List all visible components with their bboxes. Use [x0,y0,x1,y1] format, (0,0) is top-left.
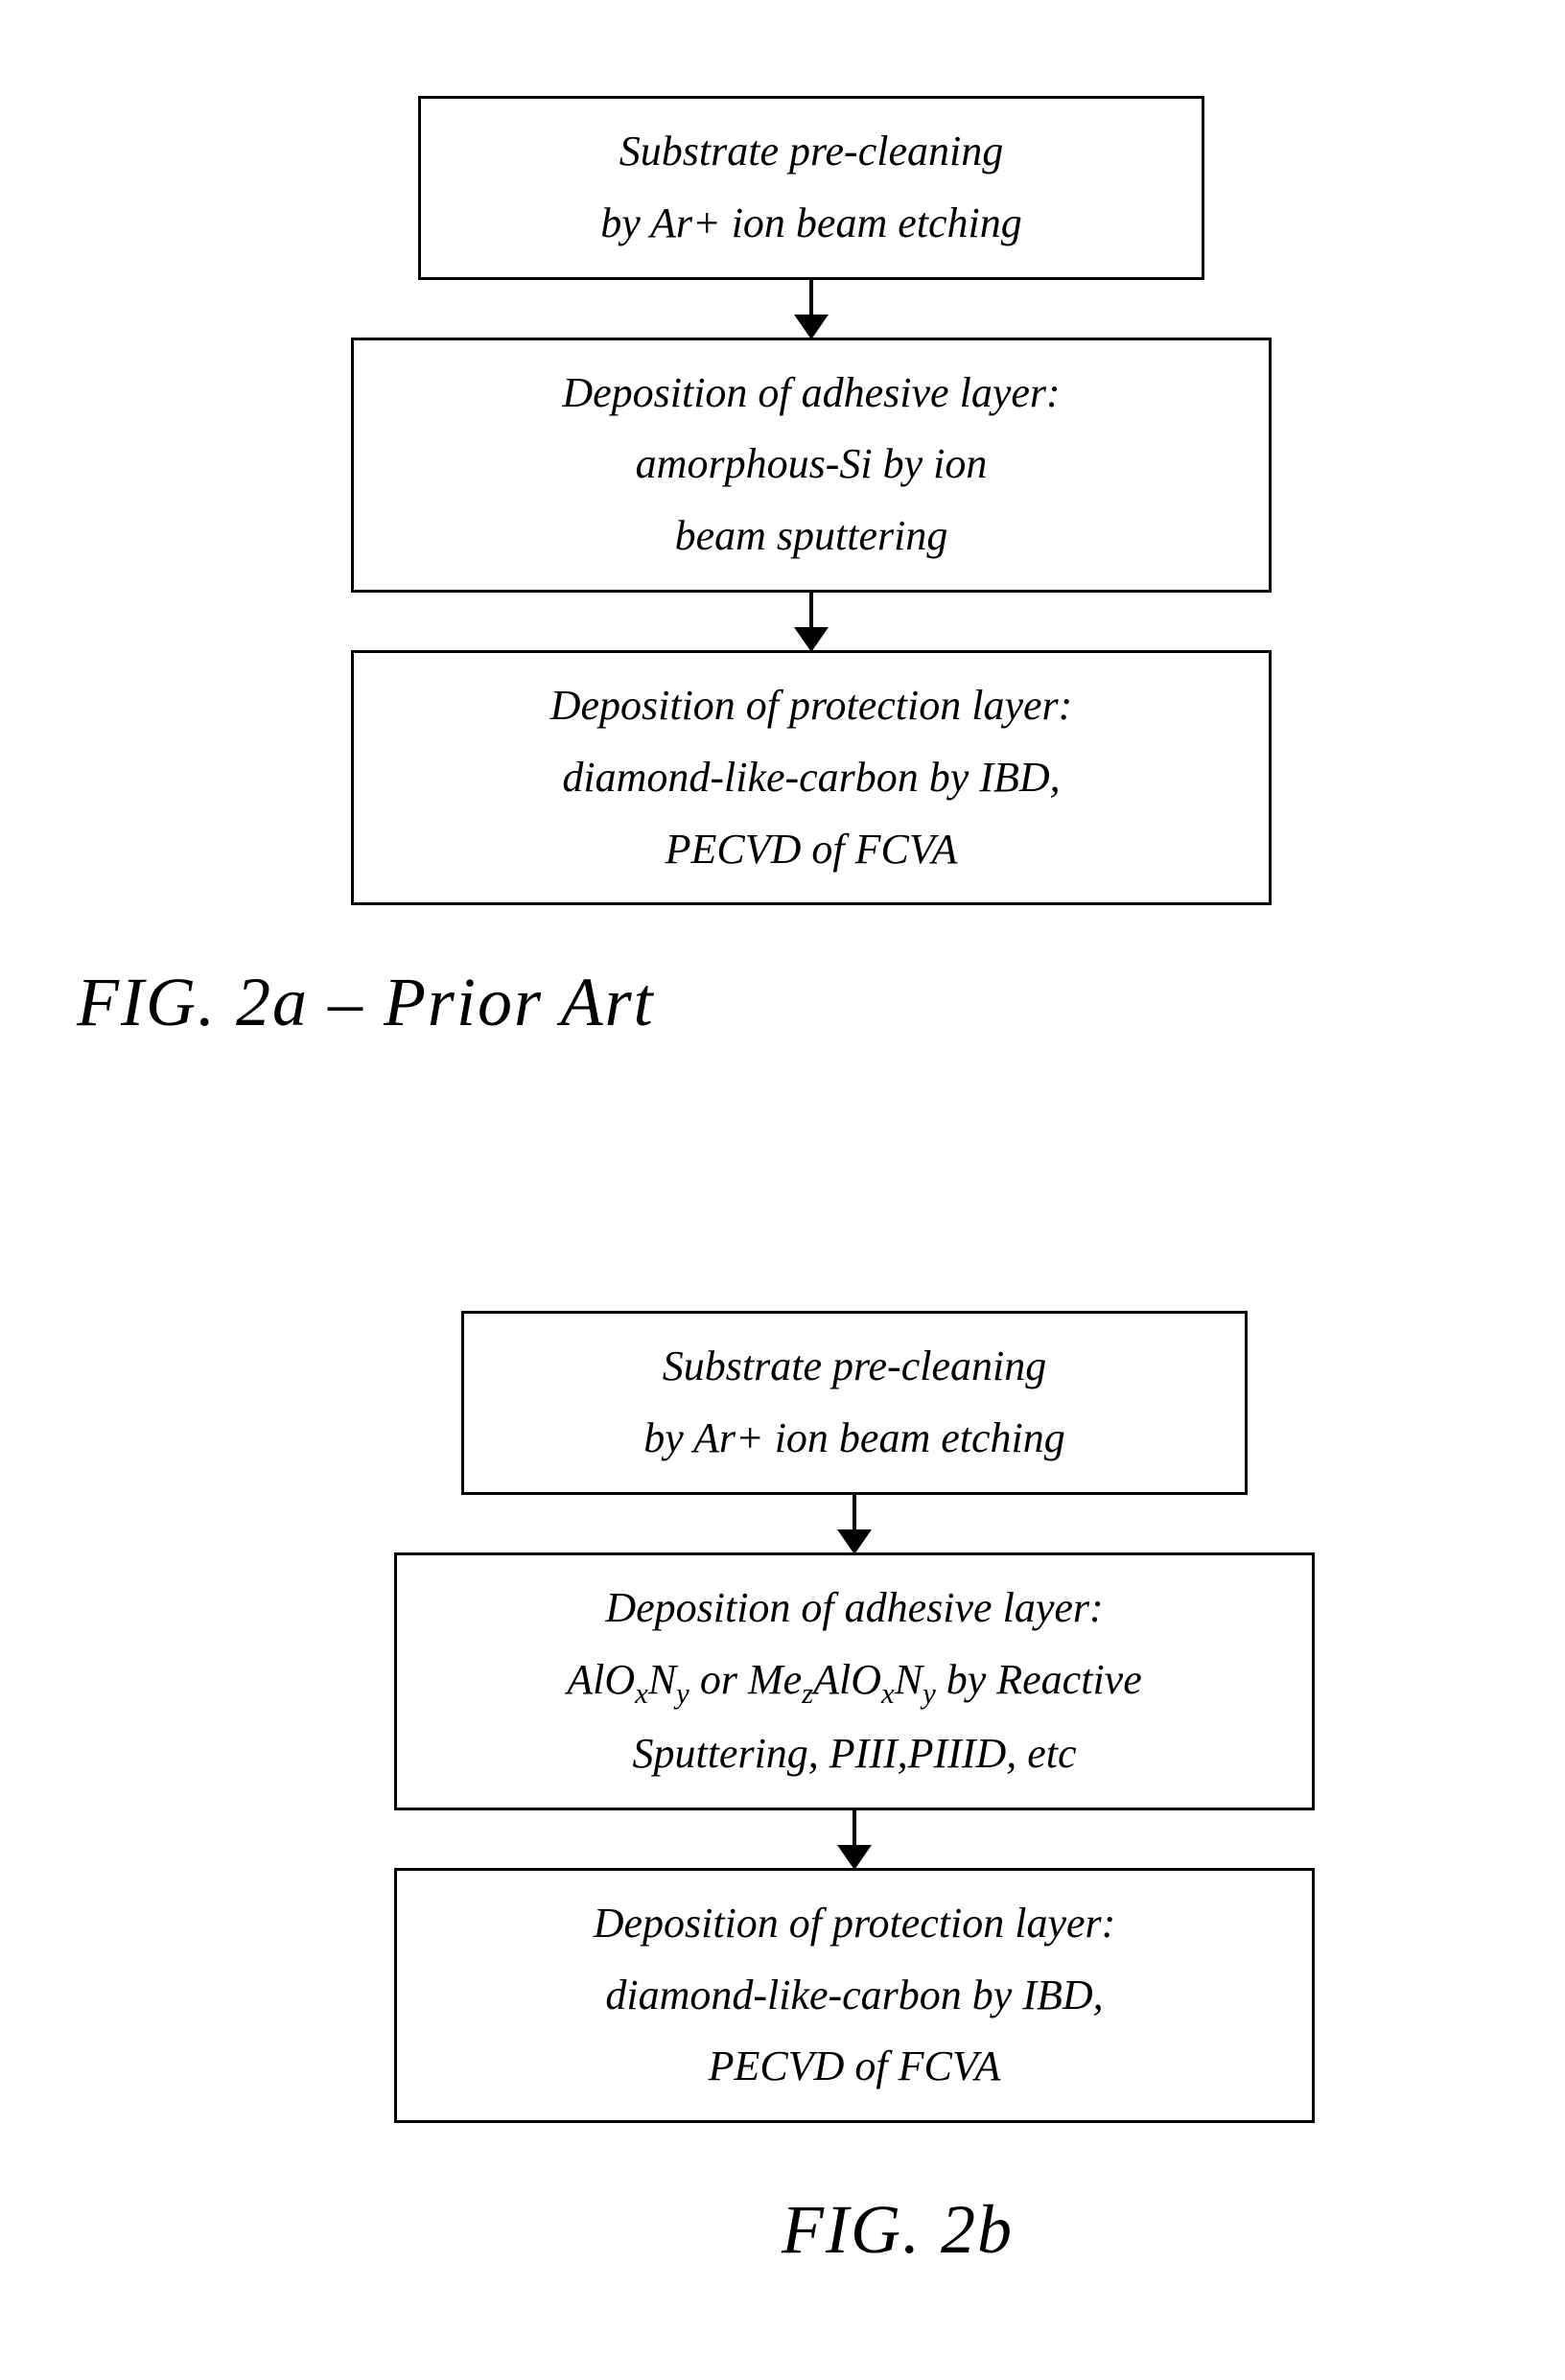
box-a3-text: Deposition of protection layer:diamond-l… [392,670,1230,885]
box-a2: Deposition of adhesive layer:amorphous-S… [351,338,1272,593]
box-b3-text: Deposition of protection layer:diamond-l… [435,1888,1273,2103]
arrow-line [809,278,813,316]
arrow-line [809,591,813,629]
arrow-down-icon [837,1845,872,1870]
arrow-a2 [794,591,829,652]
arrow-down-icon [837,1529,872,1554]
flowchart-b: Substrate pre-cleaningby Ar+ ion beam et… [240,1311,1469,2123]
arrow-down-icon [794,627,829,652]
caption-figure-2b: FIG. 2b [326,2190,1469,2270]
arrow-down-icon [794,315,829,339]
flowchart-a: Substrate pre-cleaningby Ar+ ion beam et… [153,96,1469,905]
box-a1: Substrate pre-cleaningby Ar+ ion beam et… [418,96,1204,280]
arrow-b1 [837,1493,872,1554]
box-b2-text: Deposition of adhesive layer:AlOxNy or M… [435,1573,1273,1790]
arrow-a1 [794,278,829,339]
arrow-line [853,1493,856,1531]
box-a1-text: Substrate pre-cleaningby Ar+ ion beam et… [459,116,1163,260]
box-b1-text: Substrate pre-cleaningby Ar+ ion beam et… [502,1331,1206,1475]
box-a3: Deposition of protection layer:diamond-l… [351,650,1272,905]
box-b2: Deposition of adhesive layer:AlOxNy or M… [394,1552,1315,1810]
caption-figure-2a: FIG. 2a – Prior Art [77,963,1469,1042]
arrow-line [853,1808,856,1847]
box-a2-text: Deposition of adhesive layer:amorphous-S… [392,358,1230,572]
arrow-b2 [837,1808,872,1870]
box-b1: Substrate pre-cleaningby Ar+ ion beam et… [461,1311,1248,1495]
box-b3: Deposition of protection layer:diamond-l… [394,1868,1315,2123]
